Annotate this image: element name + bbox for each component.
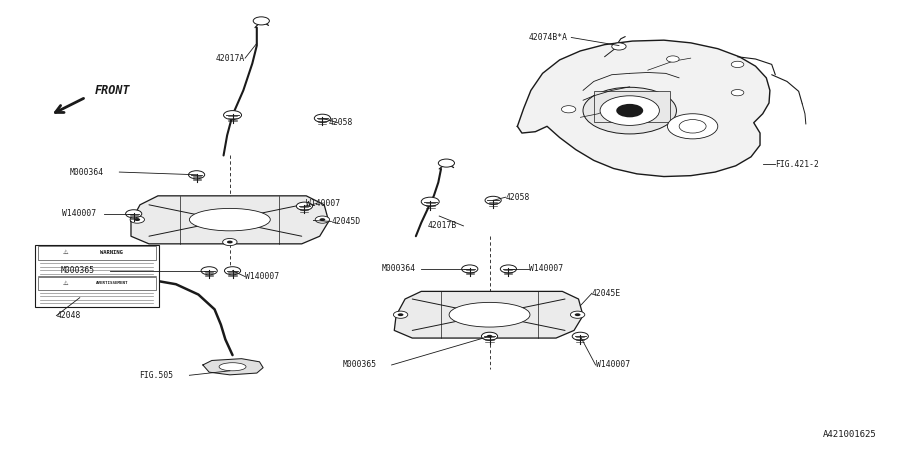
- Circle shape: [227, 241, 233, 243]
- Polygon shape: [394, 292, 583, 338]
- Circle shape: [571, 311, 585, 318]
- Circle shape: [583, 87, 677, 134]
- Circle shape: [732, 90, 743, 96]
- Text: 42074B*A: 42074B*A: [529, 33, 568, 42]
- Polygon shape: [518, 40, 770, 176]
- Circle shape: [500, 265, 517, 273]
- Text: W140007: W140007: [245, 272, 279, 281]
- Circle shape: [482, 332, 498, 340]
- Text: M000364: M000364: [70, 167, 104, 176]
- Text: 42045E: 42045E: [592, 289, 621, 298]
- Circle shape: [487, 335, 492, 338]
- Ellipse shape: [219, 363, 246, 371]
- Circle shape: [223, 111, 241, 120]
- Text: FRONT: FRONT: [95, 84, 130, 97]
- Circle shape: [398, 313, 403, 316]
- Text: 42045D: 42045D: [331, 217, 361, 226]
- Circle shape: [222, 238, 237, 246]
- Text: 42058: 42058: [328, 118, 353, 127]
- Circle shape: [130, 216, 145, 223]
- Text: W140007: W140007: [306, 199, 340, 208]
- Text: W140007: W140007: [596, 360, 630, 369]
- Circle shape: [320, 218, 325, 221]
- Text: FIG.505: FIG.505: [140, 371, 173, 380]
- Circle shape: [224, 267, 240, 275]
- Bar: [38, 246, 157, 260]
- Bar: [38, 277, 157, 290]
- Circle shape: [612, 43, 626, 50]
- Circle shape: [438, 159, 454, 167]
- Circle shape: [393, 311, 408, 318]
- Text: ⚠: ⚠: [63, 281, 68, 286]
- Circle shape: [667, 56, 680, 62]
- Text: 42048: 42048: [57, 311, 81, 320]
- Ellipse shape: [189, 208, 270, 231]
- Circle shape: [572, 332, 589, 340]
- Bar: [35, 245, 159, 306]
- Circle shape: [680, 120, 706, 133]
- Circle shape: [668, 114, 718, 139]
- Circle shape: [600, 96, 660, 126]
- Text: 42058: 42058: [506, 193, 530, 202]
- Text: M000364: M000364: [382, 265, 416, 274]
- Text: M000365: M000365: [61, 266, 95, 275]
- Text: WARNING: WARNING: [101, 250, 123, 256]
- Circle shape: [314, 114, 330, 122]
- Text: ⚠: ⚠: [63, 250, 68, 256]
- Circle shape: [253, 17, 269, 25]
- Circle shape: [188, 171, 204, 179]
- Text: M000365: M000365: [342, 360, 376, 369]
- Ellipse shape: [449, 302, 530, 327]
- Circle shape: [482, 333, 497, 340]
- Text: 42017B: 42017B: [428, 221, 457, 230]
- Circle shape: [732, 61, 743, 68]
- Polygon shape: [202, 359, 263, 375]
- Text: A421001625: A421001625: [824, 431, 877, 440]
- Text: W140007: W140007: [529, 265, 563, 274]
- Circle shape: [616, 104, 643, 117]
- Bar: [594, 91, 670, 122]
- Polygon shape: [131, 196, 328, 244]
- Circle shape: [201, 267, 217, 275]
- Text: AVERTISSEMENT: AVERTISSEMENT: [95, 281, 128, 285]
- Circle shape: [296, 202, 312, 210]
- Circle shape: [134, 218, 140, 221]
- Circle shape: [421, 197, 439, 206]
- Circle shape: [315, 216, 329, 223]
- Text: W140007: W140007: [62, 209, 96, 218]
- Text: 42017A: 42017A: [216, 54, 245, 63]
- Circle shape: [126, 210, 142, 218]
- Circle shape: [562, 106, 576, 113]
- Circle shape: [485, 196, 501, 204]
- Circle shape: [575, 313, 580, 316]
- Circle shape: [462, 265, 478, 273]
- Text: FIG.421-2: FIG.421-2: [775, 160, 819, 169]
